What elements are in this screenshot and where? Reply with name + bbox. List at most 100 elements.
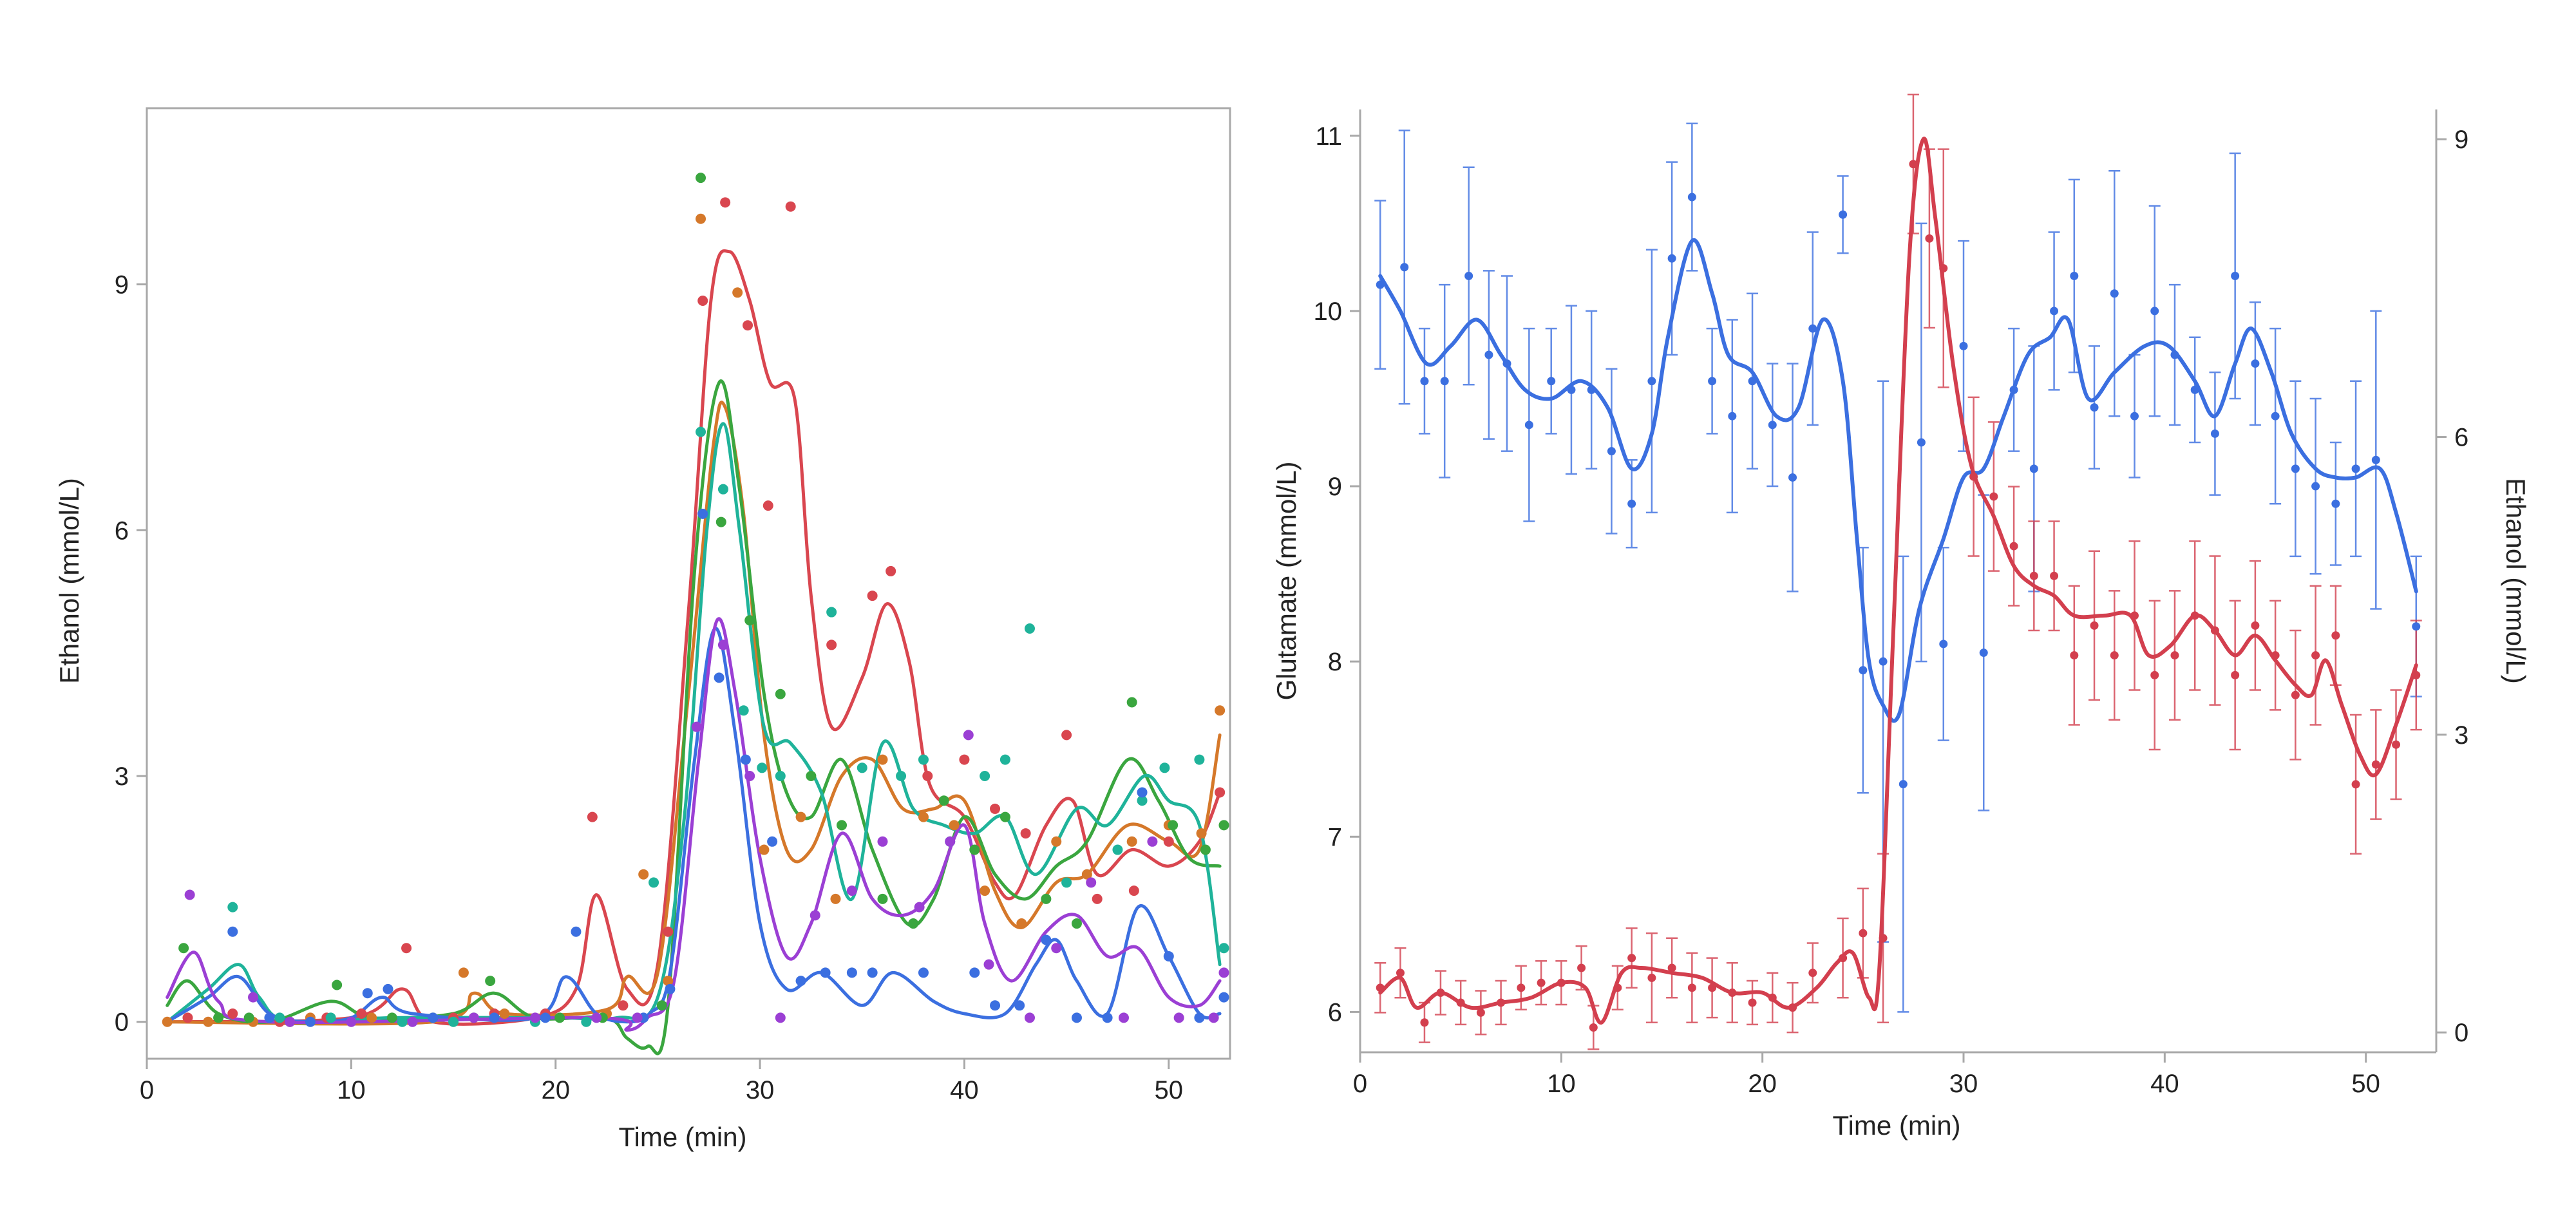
glutamate-point [1899, 780, 1908, 789]
left-series-2-point [1200, 844, 1211, 855]
left-series-4-point [1071, 1012, 1082, 1023]
glutamate-point [1879, 657, 1888, 666]
left-series-5-point [285, 1016, 296, 1027]
glutamate-point [1768, 421, 1777, 430]
glutamate-point [1587, 385, 1596, 394]
left-series-0-point [959, 754, 970, 765]
ethanol-point [1613, 983, 1622, 992]
left-series-0-point [762, 500, 773, 511]
left-series-3-point [857, 762, 867, 773]
glutamate-point [1647, 377, 1656, 386]
ethanol-point [1708, 983, 1717, 992]
ethanol-point [1589, 1023, 1598, 1032]
left-series-4-smooth-line [166, 627, 1222, 1024]
right-x-tick-label: 40 [2150, 1070, 2179, 1098]
left-series-4-point [1163, 951, 1174, 961]
left-series-2-point [1071, 918, 1082, 929]
glutamate-point [1484, 350, 1493, 359]
left-series-0-point [1163, 836, 1174, 847]
left-series-1-point [980, 885, 990, 896]
glutamate-point [2190, 385, 2199, 394]
ethanol-point [1687, 983, 1696, 992]
left-series-4-point [571, 926, 582, 937]
left-series-3-point [757, 762, 768, 773]
right-x-tick-label: 30 [1949, 1070, 1978, 1098]
left-y-axis-title: Ethanol (mmol/L) [54, 478, 84, 684]
left-series-3-point [1061, 877, 1072, 888]
left-series-1-point [1126, 836, 1137, 847]
ethanol-point [2251, 621, 2260, 630]
left-series-1-point [877, 754, 888, 765]
left-series-2-point [213, 1012, 224, 1023]
glutamate-point [1859, 666, 1868, 675]
left-series-1-point [663, 976, 674, 987]
left-series-2-point [696, 173, 706, 184]
left-series-4-point [990, 1000, 1001, 1011]
left-y-tick-label: 3 [115, 762, 129, 791]
left-series-5-point [1218, 967, 1229, 978]
left-series-4-point [867, 967, 878, 978]
ethanol-point [2371, 760, 2380, 769]
left-series-1-point [732, 287, 743, 298]
left-series-3-point [325, 1012, 336, 1023]
ethanol-point [1768, 993, 1777, 1002]
ethanol-point [2412, 670, 2421, 679]
left-series-0-point [867, 591, 878, 601]
left-series-4-point [1194, 1012, 1205, 1023]
left-series-2-point [332, 980, 343, 990]
left-x-tick-label: 20 [541, 1076, 570, 1104]
right-y2-tick-label: 3 [2454, 721, 2468, 750]
ethanol-point [1396, 969, 1405, 978]
left-series-5-point [184, 889, 195, 900]
ethanol-point [1969, 472, 1978, 481]
right-y-tick-label: 9 [1328, 473, 1342, 501]
left-series-3-point [227, 902, 238, 913]
left-series-1-point [638, 869, 649, 880]
left-series-5-point [810, 910, 820, 921]
left-series-1-point [1196, 828, 1207, 839]
ethanol-point [1517, 983, 1526, 992]
left-series-3-point [717, 484, 728, 495]
left-series-5-point [1173, 1012, 1184, 1023]
left-series-4-point [969, 967, 980, 978]
glutamate-point [1567, 385, 1576, 394]
glutamate-point [1708, 377, 1717, 386]
left-series-1-point [1016, 918, 1027, 929]
glutamate-point [2291, 464, 2300, 473]
left-series-2-point [554, 1012, 565, 1023]
left-series-1-point [795, 811, 806, 822]
glutamate-point [1808, 324, 1817, 333]
ethanol-point [1476, 1008, 1485, 1017]
right-x-tick-label: 20 [1748, 1070, 1777, 1098]
glutamate-point [2210, 429, 2219, 438]
left-x-tick-label: 30 [746, 1076, 775, 1104]
glutamate-point [2231, 272, 2240, 281]
left-x-tick-label: 50 [1155, 1076, 1184, 1104]
left-series-3-point [980, 771, 990, 782]
ethanol-smooth-line [1378, 137, 2418, 1025]
left-series-3-point [1159, 762, 1170, 773]
ethanol-point [1859, 929, 1868, 938]
left-series-1-point [366, 1012, 377, 1023]
left-series-3-point [999, 754, 1010, 765]
glutamate-point [2110, 289, 2119, 298]
ethanol-point [2050, 571, 2059, 580]
ethanol-point [1728, 989, 1737, 998]
ethanol-point [2271, 651, 2280, 660]
left-series-0-point [182, 1012, 193, 1023]
left-series-2-point [938, 795, 949, 806]
left-series-1-point [759, 844, 770, 855]
glutamate-point [1667, 254, 1676, 263]
left-series-4-point [714, 672, 724, 683]
glutamate-point [2050, 307, 2059, 316]
left-series-3-point [696, 426, 706, 437]
glutamate-point [2150, 307, 2159, 316]
left-series-1-point [918, 811, 929, 822]
glutamate-point [1420, 377, 1429, 386]
left-series-3-point [775, 771, 786, 782]
ethanol-point [1909, 160, 1918, 169]
left-series-4-point [383, 983, 393, 994]
left-series-3-point [1112, 844, 1123, 855]
left-series-2-point [1126, 697, 1137, 708]
left-series-5-point [1118, 1012, 1129, 1023]
